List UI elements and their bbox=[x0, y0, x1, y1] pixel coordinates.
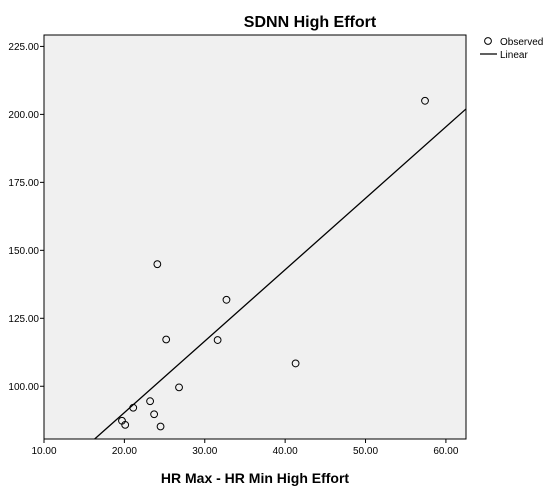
x-tick-label: 40.00 bbox=[273, 446, 298, 457]
data-point bbox=[153, 260, 162, 269]
chart-title: SDNN High Effort bbox=[244, 14, 377, 31]
data-point bbox=[129, 403, 138, 412]
data-point bbox=[175, 383, 183, 392]
y-tick-label: 225.00 bbox=[8, 42, 39, 53]
y-tick-label: 150.00 bbox=[8, 246, 39, 257]
data-point bbox=[150, 410, 159, 419]
data-point bbox=[156, 422, 165, 431]
plot-area bbox=[43, 34, 467, 440]
y-tick-label: 200.00 bbox=[8, 110, 39, 121]
x-axis: 10.00 20.00 30.00 40.00 50.00 60.00 bbox=[31, 439, 459, 457]
data-point bbox=[121, 420, 130, 429]
data-point bbox=[162, 335, 171, 344]
linear-fit-line bbox=[94, 108, 467, 440]
x-tick-label: 50.00 bbox=[353, 446, 378, 457]
x-tick-label: 20.00 bbox=[112, 446, 137, 457]
x-tick-label: 60.00 bbox=[433, 446, 458, 457]
data-point bbox=[421, 96, 429, 105]
x-axis-title: HR Max - HR Min High Effort bbox=[161, 470, 350, 486]
data-point bbox=[146, 397, 155, 406]
y-axis: 100.00 125.00 150.00 175.00 200.00 225.00 bbox=[8, 42, 44, 393]
y-tick-label: 175.00 bbox=[8, 178, 39, 189]
legend: Observed Linear bbox=[480, 37, 543, 61]
x-tick-label: 30.00 bbox=[192, 446, 217, 457]
x-tick-label: 10.00 bbox=[31, 446, 56, 457]
observed-points bbox=[118, 96, 429, 431]
y-tick-label: 100.00 bbox=[8, 382, 39, 393]
legend-observed-marker bbox=[484, 37, 492, 45]
legend-observed-label: Observed bbox=[500, 37, 543, 48]
legend-linear-label: Linear bbox=[500, 50, 528, 61]
y-tick-label: 125.00 bbox=[8, 314, 39, 325]
data-point bbox=[213, 336, 222, 344]
data-point bbox=[291, 359, 300, 368]
data-point bbox=[222, 295, 231, 304]
